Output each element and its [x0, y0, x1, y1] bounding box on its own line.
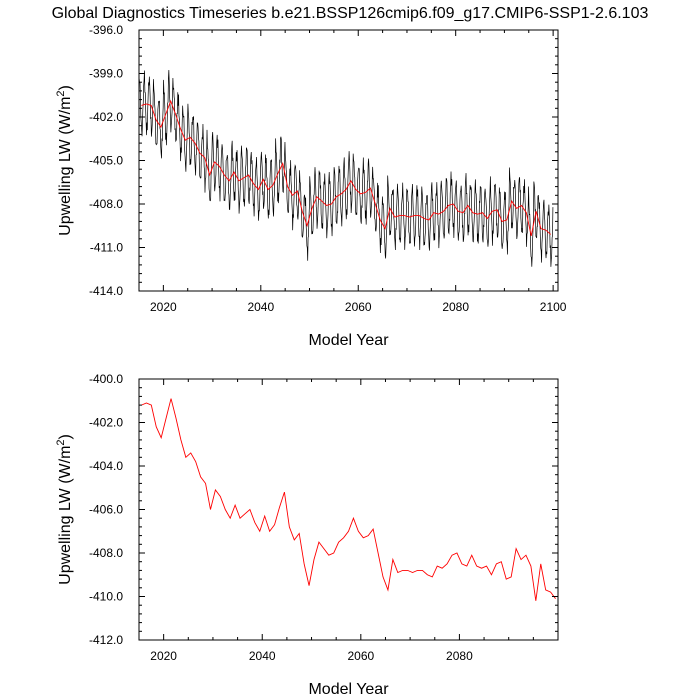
x-tick-label: 2040	[249, 649, 276, 663]
y-tick-label: -414.0	[89, 284, 123, 298]
y-tick-label: -406.0	[89, 503, 123, 517]
annual-mean-line	[141, 398, 556, 601]
y-tick-label: -402.0	[89, 416, 123, 430]
y-axis-title-superscript: 2	[55, 439, 67, 445]
y-tick-label: -404.0	[89, 459, 123, 473]
x-tick-label: 2080	[442, 300, 469, 314]
y-axis-title-tail: )	[57, 85, 74, 90]
panel-bottom: 2020 2040 2060 2080 -412.0 -410.0 -408.0 -406.0…	[55, 372, 559, 698]
y-tick-label: -402.0	[89, 110, 123, 124]
y-tick-label: -400.0	[89, 372, 123, 386]
x-tick-label: 2100	[540, 300, 567, 314]
y-tick-label: -408.0	[89, 197, 123, 211]
y-tick-label: -396.0	[89, 23, 123, 37]
y-tick-label: -408.0	[89, 546, 123, 560]
x-tick-label: 2060	[347, 649, 374, 663]
x-tick-label: 2020	[150, 649, 177, 663]
x-tick-label: 2040	[247, 300, 274, 314]
y-axis-title-tail: )	[57, 434, 74, 439]
x-tick-label: 2080	[446, 649, 473, 663]
y-axis-title: Upwelling LW (W/m2)	[55, 434, 74, 585]
y-tick-label: -410.0	[89, 590, 123, 604]
y-tick-label: -399.0	[89, 67, 123, 81]
x-axis-title: Model Year	[308, 332, 389, 349]
y-axis-title-main: Upwelling LW (W/m	[57, 97, 74, 236]
annual-mean-line	[141, 99, 551, 236]
plot-frame	[138, 378, 559, 641]
monthly-series-line	[139, 69, 554, 267]
y-axis-title-superscript: 2	[55, 90, 67, 96]
x-tick-label: 2060	[345, 300, 372, 314]
x-axis-title: Model Year	[308, 681, 389, 698]
panel-top: 2020 2040 2060 2080 2100 -414.0 -411.0 -408.0 -4…	[55, 23, 567, 349]
x-tick-label: 2020	[150, 300, 177, 314]
figure-title: Global Diagnostics Timeseries b.e21.BSSP…	[52, 5, 649, 22]
y-tick-label: -411.0	[90, 241, 123, 255]
y-axis-title-main: Upwelling LW (W/m	[57, 446, 74, 585]
y-tick-label: -412.0	[89, 633, 123, 647]
y-axis-title: Upwelling LW (W/m2)	[55, 85, 74, 236]
y-tick-label: -405.0	[89, 154, 123, 168]
